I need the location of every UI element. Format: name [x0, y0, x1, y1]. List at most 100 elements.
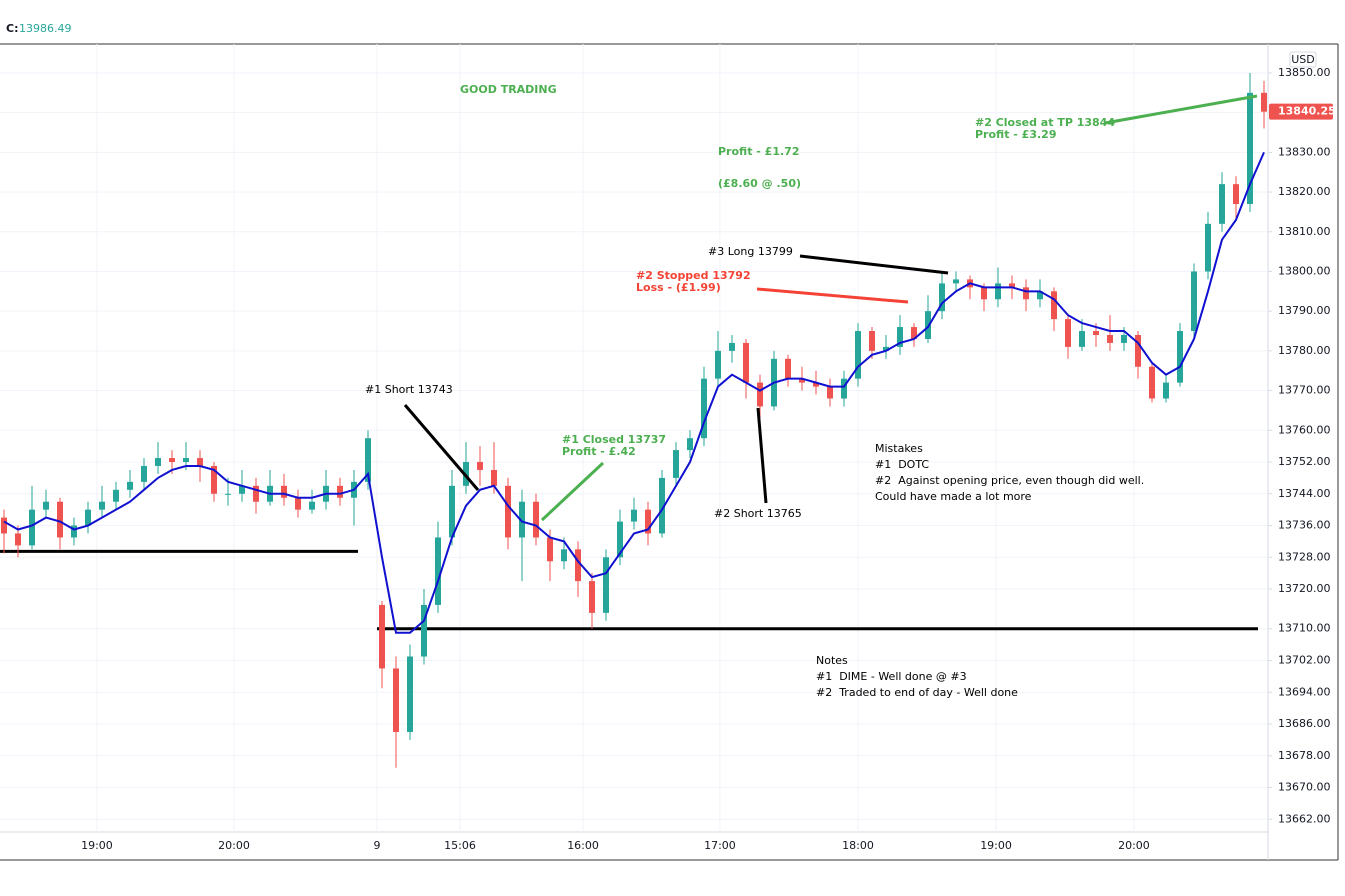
candle-body [155, 458, 161, 466]
x-tick-label: 16:00 [567, 839, 599, 852]
currency: USD [1291, 53, 1315, 66]
candle-body [239, 485, 245, 494]
candle-body [925, 311, 931, 339]
candle-body [855, 331, 861, 379]
candle-body [743, 342, 749, 383]
candle-body [1065, 319, 1071, 347]
candle-body [687, 438, 693, 451]
y-tick-label: 13770.00 [1278, 384, 1331, 397]
candle-body [253, 485, 259, 502]
candle-body [1107, 334, 1113, 343]
y-tick-label: 13760.00 [1278, 423, 1331, 436]
candle-body [379, 604, 385, 669]
candle-body [1135, 334, 1141, 367]
plot [0, 44, 1268, 832]
annotation-connector [756, 407, 768, 504]
candle-body [1079, 331, 1085, 347]
y-tick-label: 13744.00 [1278, 487, 1331, 500]
candle-body [715, 350, 721, 379]
candle-body [981, 287, 987, 300]
candle-body [281, 485, 287, 498]
y-tick-label: 13790.00 [1278, 304, 1331, 317]
moving-average [3, 151, 1265, 634]
annotation-connector [1104, 94, 1258, 125]
y-tick-label: 13710.00 [1278, 622, 1331, 635]
candle-body [1219, 184, 1225, 224]
candle-body [365, 438, 371, 482]
candle-body [505, 485, 511, 538]
candle-body [1177, 331, 1183, 383]
annotation-text: #3 Long 13799 [708, 245, 793, 258]
candle-body [939, 283, 945, 312]
header-value: 13986.49 [19, 22, 72, 35]
header-label: C: [6, 22, 18, 35]
y-tick-label: 13720.00 [1278, 582, 1331, 595]
candle-body [1009, 283, 1015, 288]
candle-body [113, 489, 119, 502]
candle-body [211, 465, 217, 494]
candle-body [491, 469, 497, 486]
candle-body [407, 656, 413, 732]
candle-body [43, 501, 49, 510]
x-tick-label: 19:00 [980, 839, 1012, 852]
candle-body [869, 331, 875, 351]
annotation-text: #1 Short 13743 [365, 383, 453, 396]
candle-body [1023, 287, 1029, 300]
annotation-text: Notes [816, 654, 848, 667]
y-tick-label: 13780.00 [1278, 344, 1331, 357]
candle-body [449, 485, 455, 538]
y-tick-label: 13820.00 [1278, 185, 1331, 198]
candle-body [1037, 291, 1043, 300]
candle-body [659, 477, 665, 534]
candle-body [953, 279, 959, 284]
x-tick-label: 17:00 [704, 839, 736, 852]
currency-box[interactable] [1289, 51, 1317, 68]
candle-body [561, 549, 567, 562]
candle-body [1, 517, 7, 534]
candle-body [1149, 366, 1155, 399]
x-tick-label: 20:00 [218, 839, 250, 852]
candle-body [757, 382, 763, 407]
candle-body [29, 509, 35, 546]
y-tick-label: 13736.00 [1278, 519, 1331, 532]
annotation-text: Profit - £3.29 [975, 128, 1056, 141]
y-tick-label: 13800.00 [1278, 264, 1331, 277]
candle-body [1233, 184, 1239, 204]
y-tick-label: 13850.00 [1278, 66, 1331, 79]
y-tick-label: 13810.00 [1278, 225, 1331, 238]
candle-body [169, 458, 175, 463]
y-tick-label: 13694.00 [1278, 685, 1331, 698]
candle-body [729, 342, 735, 351]
candle-body [141, 465, 147, 482]
candle-body [393, 668, 399, 732]
y-tick-label: 13702.00 [1278, 654, 1331, 667]
annotation-text: #2 Closed at TP 13844 [975, 116, 1115, 129]
candle-body [883, 346, 889, 351]
last-price-label: 13840.25 [1278, 105, 1336, 118]
candle-body [589, 581, 595, 613]
annotation-connector [799, 254, 949, 275]
candle-body [617, 521, 623, 558]
candle-body [673, 450, 679, 478]
y-tick-label: 13670.00 [1278, 781, 1331, 794]
x-tick-label: 9 [373, 839, 380, 852]
y-tick-label: 13678.00 [1278, 749, 1331, 762]
candle-body [631, 509, 637, 522]
candle-body [57, 501, 63, 538]
y-tick-label: 13686.00 [1278, 717, 1331, 730]
candle-body [225, 493, 231, 495]
y-tick-label: 13728.00 [1278, 550, 1331, 563]
candle-body [547, 537, 553, 562]
x-tick-label: 19:00 [81, 839, 113, 852]
candle-body [841, 378, 847, 399]
candle-body [827, 386, 833, 399]
candle-body [603, 557, 609, 613]
annotation-text: #2 Traded to end of day - Well done [816, 686, 1018, 699]
candle-body [15, 533, 21, 546]
candle-body [1051, 291, 1057, 320]
x-tick-label: 20:00 [1118, 839, 1150, 852]
candle-body [477, 462, 483, 470]
candle-body [99, 501, 105, 510]
candle-body [1261, 92, 1267, 112]
